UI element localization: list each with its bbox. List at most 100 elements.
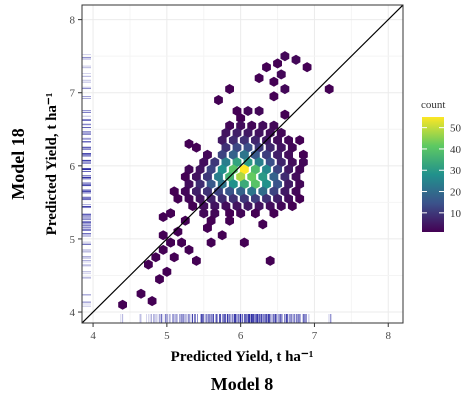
hex-cell-144 [158, 230, 168, 241]
hex-cell-49 [273, 149, 282, 160]
hex-cell-43 [192, 142, 201, 153]
hex-cell-7 [269, 76, 279, 87]
hex-cell-161 [118, 299, 127, 310]
hex-cell-18 [236, 120, 246, 131]
hex-cell-29 [228, 135, 238, 146]
hex-cell-74 [203, 171, 212, 182]
hex-cell-102 [258, 186, 268, 197]
hex-cell-163 [214, 95, 223, 106]
hex-cell-116 [284, 193, 293, 204]
hex-cell-46 [239, 149, 249, 160]
x-axis-ticks: 4 5 6 7 8 [90, 323, 391, 342]
hex-cell-73 [184, 164, 194, 175]
y-axis-title: Predicted Yield, t ha⁻¹ [44, 93, 60, 236]
hex-cell-40 [265, 142, 275, 153]
hex-cell-58 [265, 157, 275, 168]
hex-cell-53 [210, 157, 220, 168]
y-tick-label-0: 4 [70, 307, 76, 319]
hex-cell-96 [192, 186, 201, 197]
x-tick-label-3: 7 [312, 330, 318, 342]
hex-cell-25 [254, 127, 264, 138]
hex-cell-95 [184, 179, 194, 190]
hex-cell-146 [177, 237, 186, 248]
hex-cell-85 [195, 179, 205, 190]
y-tick-label-1: 5 [70, 234, 76, 246]
hex-cell-70 [284, 164, 293, 175]
hex-cell-68 [262, 164, 271, 175]
legend-tick-label-4: 50 [450, 123, 462, 135]
hex-cell-150 [239, 237, 249, 248]
hex-cell-45 [228, 149, 238, 160]
plot-panel-border [81, 4, 404, 324]
hex-cell-120 [199, 201, 209, 212]
hex-cell-84 [180, 171, 190, 182]
hex-cell-6 [254, 73, 264, 84]
hex-cell-158 [155, 274, 164, 285]
hex-cell-100 [236, 186, 246, 197]
hex-cell-156 [144, 259, 153, 270]
hex-cell-143 [173, 226, 183, 237]
hex-cell-48 [262, 149, 271, 160]
hex-cell-137 [158, 212, 168, 222]
hex-cell-8 [324, 84, 334, 95]
hex-cell-75 [214, 171, 223, 182]
hex-cell-115 [273, 193, 282, 204]
hex-cell-86 [206, 179, 216, 190]
hex-cell-93 [284, 179, 293, 190]
hex-cell-36 [221, 142, 231, 153]
hex-cell-126 [265, 201, 275, 212]
hex-cell-111 [228, 193, 238, 204]
hex-cell-114 [262, 193, 271, 204]
hex-cell-37 [232, 142, 242, 153]
hex-cell-13 [243, 106, 253, 116]
hex-cell-81 [280, 171, 290, 182]
y-model-label: Model 18 [8, 128, 28, 200]
hex-cell-99 [225, 186, 234, 197]
hex-cell-91 [262, 179, 271, 190]
hex-cell-151 [206, 237, 216, 248]
hex-cell-26 [265, 127, 275, 138]
hex-cell-110 [217, 193, 227, 204]
hex-cell-106 [180, 186, 190, 197]
hex-cell-35 [295, 135, 305, 146]
hex-cell-124 [243, 201, 253, 212]
hex-cell-56 [243, 157, 253, 168]
hex-cell-152 [151, 252, 161, 263]
legend-title: count [421, 99, 445, 111]
hex-cell-62 [199, 157, 209, 168]
hex-cell-77 [236, 171, 246, 182]
hex-cell-71 [295, 164, 305, 175]
hex-cell-64 [217, 164, 227, 175]
hex-cell-90 [251, 179, 260, 190]
hex-cell-107 [169, 186, 179, 197]
hex-cell-104 [280, 186, 290, 197]
hex-cell-128 [287, 201, 297, 212]
hex-cell-69 [273, 164, 282, 175]
hex-cell-51 [299, 149, 308, 160]
hex-cell-72 [195, 164, 205, 175]
hex-cell-148 [158, 244, 168, 255]
hex-cell-14 [232, 106, 242, 116]
y-tick-label-4: 8 [70, 15, 76, 27]
hex-cell-21 [269, 120, 279, 131]
hex-cell-4 [302, 62, 312, 73]
hex-cell-155 [265, 255, 275, 266]
hex-cell-103 [269, 186, 279, 197]
identity-line [82, 5, 403, 323]
hex-cell-23 [232, 127, 242, 138]
hex-cell-117 [295, 193, 305, 204]
hex-cell-41 [276, 142, 286, 153]
hex-cell-63 [206, 164, 216, 175]
hex-cell-147 [166, 237, 175, 248]
hex-cell-16 [236, 113, 246, 124]
hex-cell-149 [184, 244, 194, 255]
hex-cell-83 [192, 171, 201, 182]
hex-cell-61 [299, 157, 308, 168]
hex-cell-31 [251, 135, 260, 146]
hex-cell-78 [247, 171, 257, 182]
hex-cell-92 [273, 179, 282, 190]
hex-cell-82 [291, 171, 301, 182]
hex-cell-113 [251, 193, 260, 204]
color-legend: count 10 20 30 40 50 [421, 99, 462, 232]
